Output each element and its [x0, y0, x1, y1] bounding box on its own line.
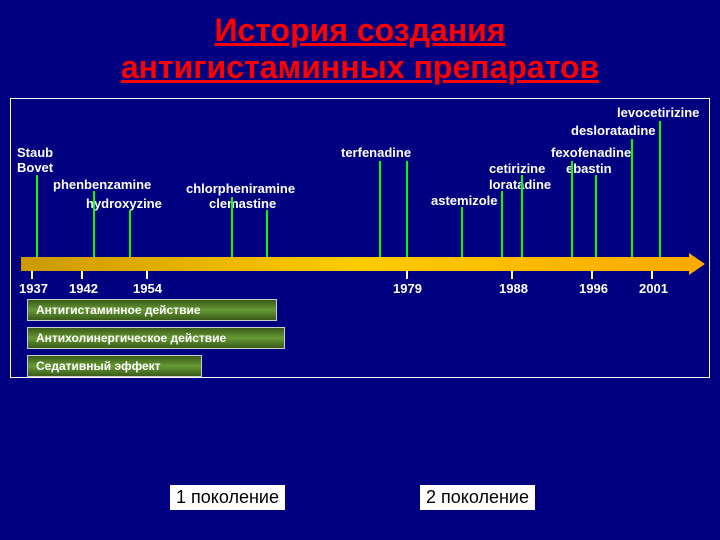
drug-tick	[93, 191, 95, 257]
drug-tick	[461, 207, 463, 257]
drug-tick	[659, 121, 661, 257]
effect-antihistamine: Антигистаминное действие	[27, 299, 277, 321]
drug-tick	[595, 175, 597, 257]
drug-phenbenzamine: phenbenzamine	[53, 177, 151, 192]
generation-1: 1 поколение	[170, 485, 285, 510]
timeline-arrowhead	[689, 253, 705, 275]
effect-anticholinergic: Антихолинергическое действие	[27, 327, 285, 349]
generation-2: 2 поколение	[420, 485, 535, 510]
axis-tick	[591, 271, 593, 279]
effect-sedative: Седативный эффект	[27, 355, 202, 377]
drug-tick	[571, 161, 573, 257]
year-1979: 1979	[393, 281, 422, 296]
drug-levocetirizine: levocetirizine	[617, 105, 699, 120]
axis-tick	[81, 271, 83, 279]
year-1954: 1954	[133, 281, 162, 296]
drug-hydroxyzine: hydroxyzine	[86, 196, 162, 211]
axis-tick	[31, 271, 33, 279]
timeline-chart: levocetirizine desloratadine StaubBovet …	[10, 98, 710, 378]
year-1988: 1988	[499, 281, 528, 296]
drug-desloratadine: desloratadine	[571, 123, 656, 138]
drug-astemizole: astemizole	[431, 193, 497, 208]
drug-tick	[266, 210, 268, 257]
axis-tick	[146, 271, 148, 279]
year-2001: 2001	[639, 281, 668, 296]
drug-tick	[36, 175, 38, 257]
drug-fexofenadine: fexofenadine	[551, 145, 631, 160]
year-1942: 1942	[69, 281, 98, 296]
effect-label: Седативный эффект	[36, 359, 161, 373]
drug-tick	[501, 191, 503, 257]
axis-tick	[511, 271, 513, 279]
drug-tick	[379, 161, 381, 257]
drug-chlorpheniramine: chlorpheniramine	[186, 181, 295, 196]
axis-tick	[651, 271, 653, 279]
year-1996: 1996	[579, 281, 608, 296]
drug-clemastine: clemastine	[209, 196, 276, 211]
drug-tick	[129, 210, 131, 257]
effect-label: Антигистаминное действие	[36, 303, 201, 317]
title-line2: антигистаминных препаратов	[121, 49, 599, 85]
axis-tick	[406, 271, 408, 279]
effect-label: Антихолинергическое действие	[36, 331, 226, 345]
timeline-bar	[21, 257, 691, 271]
year-1937: 1937	[19, 281, 48, 296]
drug-tick	[406, 161, 408, 257]
drug-cetirizine: cetirizine	[489, 161, 545, 176]
title-line1: История создания	[215, 12, 506, 48]
drug-terfenadine: terfenadine	[341, 145, 411, 160]
drug-tick	[231, 197, 233, 257]
drug-tick	[631, 139, 633, 257]
drug-staub-bovet: StaubBovet	[17, 145, 53, 175]
drug-tick	[521, 175, 523, 257]
title: История создания антигистаминных препара…	[0, 0, 720, 94]
